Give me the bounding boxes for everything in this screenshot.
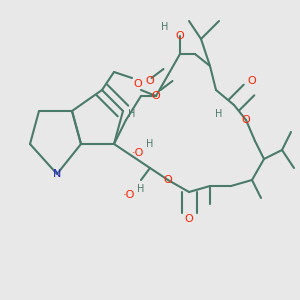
Text: O: O [248,76,256,86]
Text: O: O [152,91,160,101]
Text: O: O [242,115,250,125]
Text: H: H [137,184,145,194]
Text: H: H [215,109,223,119]
Text: ·O: ·O [123,190,135,200]
Text: H: H [146,139,154,149]
Text: N: N [53,169,61,179]
Text: O: O [176,31,184,41]
Text: O: O [164,175,172,185]
Text: H: H [128,109,136,119]
Text: H: H [161,22,169,32]
Text: O: O [146,76,154,86]
Text: O: O [134,79,142,89]
Text: ·O: ·O [132,148,144,158]
Text: O: O [184,214,194,224]
